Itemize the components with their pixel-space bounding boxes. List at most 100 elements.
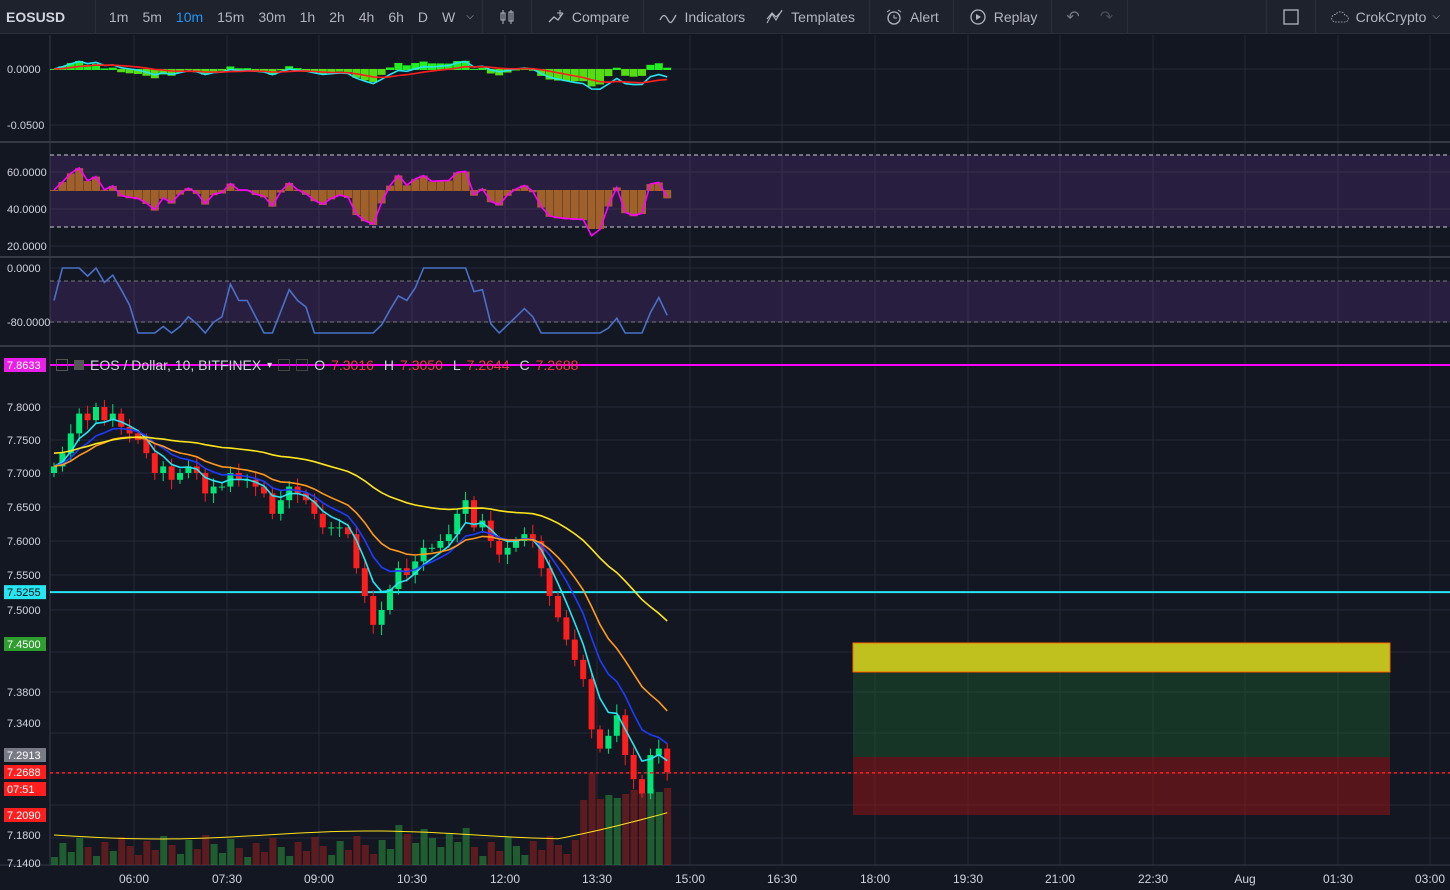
pane-axis-label: 0.0000 — [7, 263, 41, 275]
rsi-histogram-bar — [58, 182, 67, 191]
volume-bar — [513, 846, 520, 865]
rsi-histogram-bar — [562, 190, 571, 220]
macd-histogram-bar — [117, 69, 126, 73]
rsi-histogram-bar — [654, 182, 663, 191]
price-badge: 7.2913 — [4, 748, 46, 762]
macd-histogram-bar — [66, 63, 75, 70]
macd-histogram-bar — [411, 63, 420, 70]
candle-body — [93, 407, 99, 421]
volume-bar — [135, 855, 142, 865]
candle-body — [387, 589, 393, 610]
volume-bar — [521, 855, 529, 865]
willr-band — [50, 281, 1450, 322]
macd-histogram-bar — [386, 67, 394, 70]
price-badge-bg — [4, 782, 46, 796]
candle-body — [630, 755, 637, 780]
candle-body — [555, 596, 561, 618]
collapse-icon[interactable] — [56, 359, 68, 371]
timeframe-1m[interactable]: 1m — [109, 8, 129, 25]
chart-area[interactable]: 0.0000 -0.0500 60.0000 40.0000 20.0000 0.0000… — [0, 35, 1450, 890]
candle-body — [261, 486, 267, 494]
chevron-down-icon[interactable]: ▾ — [267, 359, 273, 371]
macd-histogram-bar — [108, 67, 117, 70]
time-tick-label: 06:00 — [119, 872, 149, 886]
volume-bar — [235, 848, 243, 865]
timeframe-10m[interactable]: 10m — [175, 8, 204, 25]
alert-button[interactable]: Alert — [874, 0, 949, 34]
pane-axis-label: 40.0000 — [7, 204, 47, 216]
chart-type-button[interactable] — [487, 0, 527, 34]
replay-button[interactable]: Replay — [958, 0, 1048, 34]
undo-icon[interactable]: ↶ — [1066, 8, 1080, 26]
macd-histogram-bar — [344, 69, 352, 73]
entry-zone — [852, 642, 1391, 673]
templates-button[interactable]: Templates — [755, 0, 865, 34]
candle-body — [151, 453, 158, 473]
chart-canvas[interactable]: 0.0000 -0.0500 60.0000 40.0000 20.0000 0.0000… — [0, 35, 1450, 890]
rsi-histogram-bar — [579, 190, 588, 221]
volume-bar — [546, 836, 554, 865]
time-tick-label: Aug — [1234, 872, 1255, 886]
price-badge-label: 7.2913 — [7, 750, 41, 762]
volume-bar — [555, 845, 562, 865]
volume-ma-line — [53, 812, 668, 840]
rsi-histogram-bar — [520, 185, 529, 191]
volume-bar — [504, 837, 512, 865]
time-tick-label: 07:30 — [212, 872, 242, 886]
fullscreen-button[interactable] — [1271, 0, 1311, 34]
timeframe-5m[interactable]: 5m — [142, 8, 162, 25]
legend-title[interactable]: EOS / Dollar, 10, BITFINEX — [90, 357, 262, 373]
timeframe-4h[interactable]: 4h — [358, 8, 375, 25]
account-button[interactable]: CrokCrypto ⌵ — [1320, 0, 1450, 34]
candle-body — [210, 486, 217, 494]
macd-histogram-bar — [554, 69, 562, 81]
macd-histogram-bar — [570, 69, 579, 82]
timeframe-30m[interactable]: 30m — [258, 8, 286, 25]
timeframe-W[interactable]: W — [442, 8, 456, 25]
rsi-histogram-bar — [554, 190, 562, 219]
volume-bar — [210, 844, 218, 865]
macd-histogram-bar — [394, 62, 403, 70]
candle-body — [361, 568, 368, 596]
candle-body — [84, 413, 91, 421]
rsi-histogram-bar — [461, 171, 470, 191]
volume-bar — [630, 790, 638, 865]
candle-body — [563, 617, 570, 640]
rsi-histogram-bar — [167, 190, 176, 204]
rsi-histogram-bar — [92, 176, 100, 191]
macd-histogram-bar — [402, 65, 411, 70]
macd-histogram-bar — [50, 69, 58, 70]
indicators-button[interactable]: Indicators — [648, 0, 755, 34]
candle-body — [454, 513, 461, 535]
candle-body — [370, 596, 377, 625]
macd-histogram-bar — [184, 69, 193, 71]
macd-histogram-bar — [470, 68, 478, 70]
volume-bar — [420, 829, 428, 865]
macd-histogram-bar — [134, 69, 142, 74]
timeframe-15m[interactable]: 15m — [217, 8, 245, 25]
eye-icon[interactable] — [278, 359, 291, 371]
macd-histogram-bar — [167, 69, 176, 76]
candle-body — [109, 413, 116, 421]
timeframe-2h[interactable]: 2h — [329, 8, 345, 25]
compare-button[interactable]: Compare — [536, 0, 640, 34]
settings-icon[interactable] — [296, 359, 309, 371]
macd-histogram-bar — [629, 69, 638, 77]
volume-bar — [563, 854, 571, 865]
redo-icon[interactable]: ↷ — [1099, 8, 1114, 26]
volume-bar — [429, 838, 436, 865]
volume-bar — [168, 845, 176, 865]
chevron-down-icon[interactable]: ⌵ — [466, 11, 474, 22]
volume-bar — [613, 798, 621, 865]
candle-body — [429, 547, 435, 549]
candle-body — [647, 755, 654, 794]
volume-bar — [193, 849, 201, 865]
rsi-histogram-bar — [226, 183, 235, 191]
timeframe-1h[interactable]: 1h — [299, 8, 316, 25]
macd-line — [53, 60, 668, 91]
candle-body — [185, 466, 192, 473]
timeframe-6h[interactable]: 6h — [388, 8, 404, 25]
rsi-histogram-bar — [318, 190, 327, 206]
symbol-search[interactable]: EOSUSD — [0, 0, 96, 34]
timeframe-D[interactable]: D — [417, 8, 429, 25]
